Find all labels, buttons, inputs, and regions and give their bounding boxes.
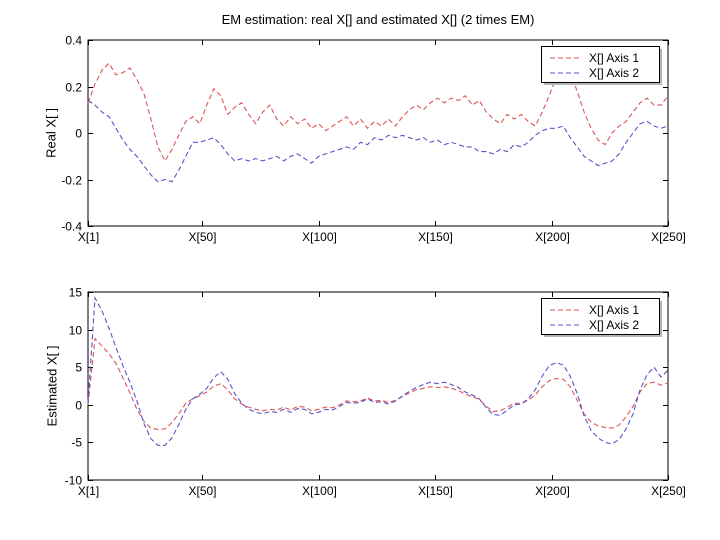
x-tick-label: X[200] — [535, 484, 570, 498]
y-tick-label: -5 — [71, 436, 82, 450]
y-tick-label: 0.4 — [65, 34, 82, 48]
x-tick-label: X[100] — [302, 484, 337, 498]
x-tick-label: X[100] — [302, 230, 337, 244]
y-tick-label: 0.2 — [65, 81, 82, 95]
y-tick-label: -0.4 — [61, 220, 82, 234]
x-tick-label: X[150] — [418, 230, 453, 244]
legend-entry-label: X[] Axis 1 — [589, 303, 639, 317]
legend-box — [541, 298, 660, 335]
x-tick-label: X[200] — [535, 230, 570, 244]
series-line-1 — [87, 337, 669, 431]
y-tick-label: 5 — [75, 361, 82, 375]
legend: X[] Axis 1X[] Axis 2 — [541, 46, 662, 85]
series-line-2 — [87, 296, 669, 446]
y-tick-label: 10 — [69, 324, 83, 338]
legend-entry-label: X[] Axis 1 — [589, 51, 639, 65]
x-tick-label: X[250] — [651, 484, 686, 498]
y-tick-label: 15 — [69, 286, 83, 300]
legend-entry-label: X[] Axis 2 — [589, 66, 639, 80]
legend-entry-label: X[] Axis 2 — [589, 318, 639, 332]
figure-title: EM estimation: real X[] and estimated X[… — [221, 12, 535, 27]
legend: X[] Axis 1X[] Axis 2 — [541, 298, 662, 337]
x-tick-label: X[1] — [78, 230, 99, 244]
y-tick-label: -0.2 — [61, 174, 82, 188]
legend-box — [541, 46, 660, 83]
x-tick-label: X[50] — [188, 484, 216, 498]
x-tick-label: X[1] — [78, 484, 99, 498]
x-tick-label: X[150] — [418, 484, 453, 498]
y-tick-label: 0 — [75, 399, 82, 413]
x-tick-label: X[50] — [188, 230, 216, 244]
x-tick-label: X[250] — [651, 230, 686, 244]
series-line-1 — [87, 59, 669, 163]
y-tick-label: -10 — [65, 474, 83, 488]
y-tick-label: 0 — [75, 127, 82, 141]
